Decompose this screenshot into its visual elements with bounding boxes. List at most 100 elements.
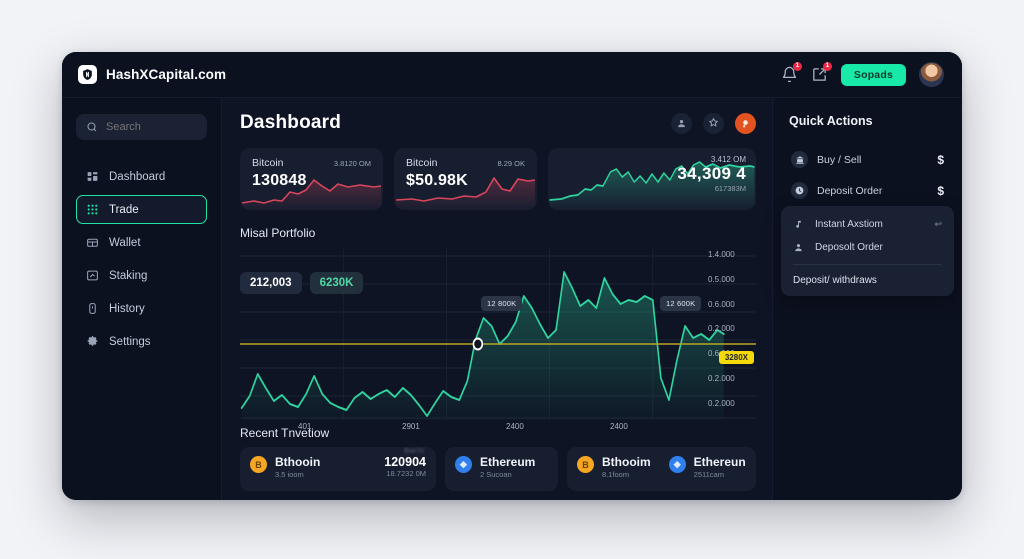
chart-pill-group: 212,003 6230K: [240, 272, 364, 294]
y-tick: 0.5.000: [708, 274, 735, 284]
history-icon: [89, 303, 96, 314]
transaction-sub: 2 Sucoan: [480, 470, 512, 479]
bitcoin-coin-icon: B: [577, 456, 594, 473]
portfolio-chart-section: Misal Portfolio: [240, 226, 756, 431]
wide-stat-top: 3.412 OM: [710, 155, 746, 164]
badge-star-icon[interactable]: [703, 112, 724, 134]
recent-transactions-row: Bxe7o B Bthooin 3.5 ioom 120904 18.7232 …: [240, 447, 756, 491]
chart-area[interactable]: 212,003 6230K 12 800K 12 600K 1.4.000 0.…: [240, 248, 756, 431]
bank-icon: [791, 151, 808, 168]
sidebar-item-label: Settings: [109, 335, 151, 348]
stat-card-bitcoin-2[interactable]: Bitcoin 8.29 OK $50.98K: [394, 148, 537, 210]
transaction-card[interactable]: ◆ Ethereum 2 Sucoan: [445, 447, 558, 491]
transaction-name: Bthooin: [275, 455, 321, 469]
ethereum-coin-icon: ◆: [668, 456, 686, 473]
quick-action-label: Buy / Sell: [817, 153, 862, 166]
transaction-name: Ethereun: [693, 455, 746, 469]
note-icon: [793, 219, 806, 230]
stat-card-bitcoin-1[interactable]: Bitcoin 3.8120 OM 130848: [240, 148, 383, 210]
quick-action-buy-sell[interactable]: Buy / Sell $: [789, 144, 946, 175]
chart-x-axis: 401 2901 2400 2400: [240, 422, 700, 438]
menu-divider: [793, 264, 942, 265]
chart-price-badge: 3280X: [718, 351, 754, 364]
wide-stat-sub: 617383M: [714, 184, 746, 193]
search-box[interactable]: [76, 114, 207, 140]
transaction-name: Bthooim: [602, 455, 651, 469]
sidebar-item-history[interactable]: History: [76, 294, 207, 323]
transaction-amount-sub: 18.7232 0M: [386, 469, 426, 478]
stat-card-value: 130848: [252, 172, 307, 189]
transaction-card[interactable]: B Bthooim 8.1foom ◆ Ethereun 2511cam: [567, 447, 756, 491]
avatar[interactable]: [919, 62, 944, 87]
transaction-sub: 8.1foom: [602, 470, 630, 479]
stat-card-header: Bitcoin 8.29 OK: [406, 157, 525, 169]
profile-icon[interactable]: [671, 112, 692, 134]
stat-card-row: Bitcoin 3.8120 OM 130848: [240, 148, 756, 210]
transaction-sub: 2511cam: [693, 470, 724, 479]
export-box-icon[interactable]: 1: [811, 62, 832, 83]
chart-line: [240, 271, 725, 417]
transaction-name: Ethereum: [480, 455, 536, 469]
ghost-label: Bxe7o: [404, 448, 424, 455]
chart-title: Misal Portfolio: [240, 226, 316, 240]
menu-item-deposit-withdraws[interactable]: Deposit/ withdraws: [793, 275, 877, 286]
x-tick: 2400: [506, 422, 524, 431]
stat-card-name: Bitcoin: [252, 157, 284, 169]
quick-actions-panel: Quick Actions Buy / Sell $: [772, 98, 962, 500]
chart-marker: [472, 337, 484, 351]
sparkline-red-1: [240, 170, 383, 210]
menu-item-instant-action[interactable]: Instant Axstiom ↩: [781, 213, 954, 236]
header-icon-group: [671, 112, 756, 134]
stat-card-name: Bitcoin: [406, 157, 438, 169]
uploads-button[interactable]: Sopads: [840, 63, 906, 86]
message-count-badge: 1: [822, 62, 832, 71]
transaction-info: Bthooin 3.5 ioom: [275, 455, 320, 479]
chart-tooltip-1: 12 800K: [481, 296, 523, 311]
quick-action-label: Deposit Order: [817, 184, 883, 197]
brand[interactable]: HashXCapital.com: [78, 65, 226, 84]
alert-icon[interactable]: [735, 112, 756, 134]
sidebar-item-settings[interactable]: Settings: [76, 327, 207, 356]
staking-icon: [87, 270, 98, 281]
dollar-icon: $: [937, 183, 944, 198]
transaction-amount-group: 120904 18.7232 0M: [384, 455, 426, 478]
quick-actions-dropdown: Instant Axstiom ↩ Deposolt Order Deposit…: [781, 206, 954, 296]
x-tick: 2400: [610, 422, 628, 431]
brand-name: HashXCapital.com: [106, 67, 227, 82]
portfolio-change-pill: 6230K: [309, 272, 364, 294]
wide-stat-overlay: 3.412 OM 34,309 4 617383M: [677, 155, 746, 193]
chart-y-axis: 1.4.000 0.5.000 0.6.000 0.2.000 0.6.000 …: [700, 248, 756, 420]
stat-card-delta: 3.8120 OM: [333, 159, 371, 168]
stat-card-wide-total[interactable]: 3.412 OM 34,309 4 617383M: [548, 148, 756, 210]
menu-item-trailing: ↩: [934, 219, 942, 229]
sidebar-item-staking[interactable]: Staking: [76, 261, 207, 290]
transaction-amount: 120904: [384, 455, 426, 469]
x-tick: 2901: [402, 422, 420, 431]
main-header: Dashboard: [240, 112, 756, 134]
transaction-info: Bthooim 8.1foom: [602, 455, 651, 479]
sidebar: Dashboard Trade Wallet: [62, 98, 222, 500]
x-tick: 401: [298, 422, 312, 431]
menu-item-deposit-order[interactable]: Deposolt Order: [781, 236, 954, 259]
search-icon: [87, 122, 97, 132]
quick-action-deposit-order[interactable]: Deposit Order $: [789, 175, 946, 206]
wide-stat-value: 34,309 4: [677, 164, 746, 183]
y-tick: 1.4.000: [708, 250, 735, 259]
sidebar-item-dashboard[interactable]: Dashboard: [76, 162, 207, 191]
sidebar-item-label: Staking: [109, 269, 148, 282]
sidebar-item-trade[interactable]: Trade: [76, 195, 207, 224]
bitcoin-coin-icon: B: [250, 456, 267, 473]
chart-tooltip-2: 12 600K: [660, 296, 702, 311]
bell-icon[interactable]: 1: [781, 62, 802, 83]
transaction-sub: 3.5 ioom: [275, 470, 304, 479]
main-content: Dashboard: [222, 98, 772, 500]
sidebar-item-wallet[interactable]: Wallet: [76, 228, 207, 257]
dollar-icon: $: [937, 152, 944, 167]
stat-card-value: $50.98K: [406, 172, 468, 189]
transaction-card[interactable]: Bxe7o B Bthooin 3.5 ioom 120904 18.7232 …: [240, 447, 436, 491]
quick-actions-title: Quick Actions: [789, 114, 873, 128]
sidebar-item-label: Dashboard: [109, 170, 166, 183]
clock-icon: [791, 182, 808, 199]
search-input[interactable]: [106, 121, 197, 133]
